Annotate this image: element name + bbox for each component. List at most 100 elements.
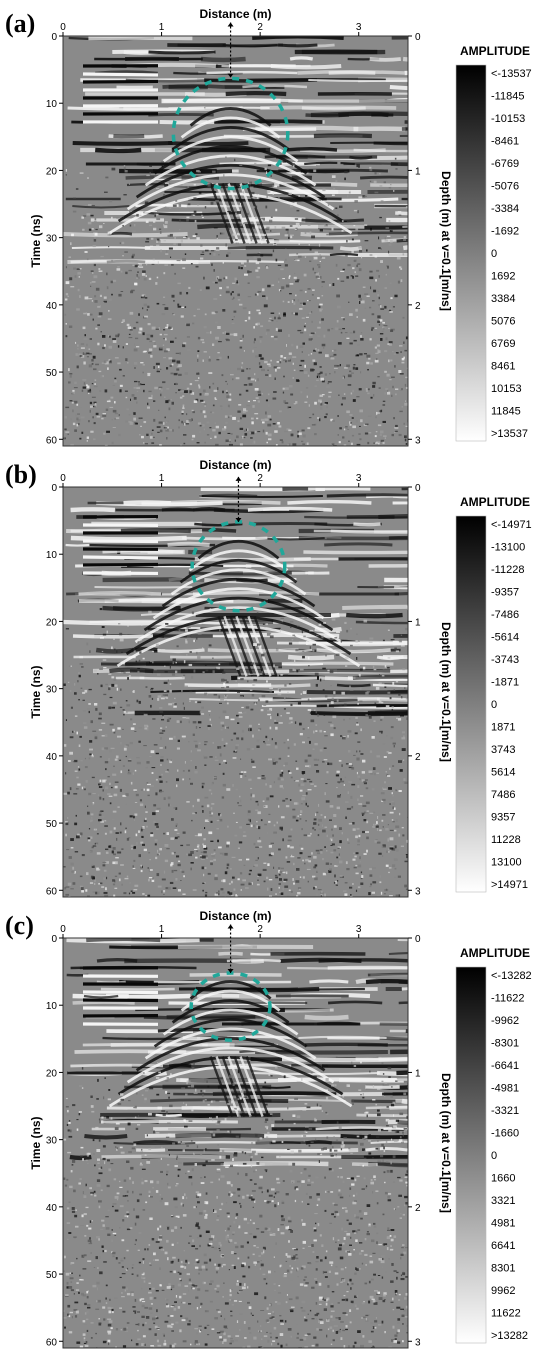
noise-speck	[274, 426, 277, 428]
noise-speck	[275, 876, 279, 879]
noise-speck	[223, 759, 227, 762]
noise-speck	[230, 718, 235, 721]
noise-speck	[157, 261, 159, 265]
noise-speck	[345, 665, 348, 667]
noise-speck	[289, 1264, 291, 1267]
reflection-band	[207, 648, 299, 653]
noise-speck	[403, 356, 405, 359]
noise-speck	[146, 782, 149, 784]
noise-speck	[405, 399, 408, 401]
noise-speck	[308, 314, 310, 317]
noise-speck	[119, 1146, 123, 1149]
noise-speck	[76, 1128, 79, 1131]
noise-speck	[357, 1330, 361, 1333]
noise-speck	[387, 265, 389, 269]
noise-speck	[378, 1297, 383, 1300]
noise-speck	[280, 867, 284, 870]
noise-speck	[263, 805, 268, 808]
noise-speck	[220, 729, 223, 731]
noise-speck	[247, 182, 251, 185]
reflection-band	[314, 626, 342, 633]
noise-speck	[319, 1318, 323, 1321]
y-tick-label: 20	[46, 166, 58, 177]
noise-speck	[153, 227, 157, 231]
noise-speck	[390, 1169, 393, 1173]
colorbar-label: -1692	[491, 226, 519, 238]
noise-speck	[142, 826, 145, 829]
noise-speck	[104, 894, 109, 897]
noise-speck	[295, 401, 298, 404]
hyperbola-reflection	[152, 587, 325, 620]
noise-speck	[362, 195, 366, 198]
noise-speck	[152, 1187, 154, 1189]
noise-speck	[319, 729, 323, 733]
noise-speck	[82, 326, 86, 330]
noise-speck	[171, 818, 174, 821]
noise-speck	[347, 838, 349, 841]
noise-speck	[163, 690, 167, 692]
noise-speck	[113, 793, 118, 797]
noise-speck	[360, 753, 364, 755]
noise-speck	[235, 239, 238, 241]
noise-speck	[155, 188, 160, 189]
noise-speck	[144, 724, 148, 727]
noise-speck	[213, 297, 218, 300]
noise-speck	[147, 305, 150, 308]
noise-speck	[245, 213, 249, 215]
noise-speck	[337, 856, 341, 859]
noise-speck	[241, 262, 244, 265]
noise-speck	[400, 267, 403, 270]
noise-speck	[382, 420, 386, 423]
noise-speck	[171, 294, 175, 298]
noise-speck	[150, 834, 154, 837]
noise-speck	[359, 438, 362, 441]
noise-speck	[274, 316, 276, 320]
noise-speck	[280, 1323, 284, 1325]
reflection-band	[387, 1119, 408, 1125]
noise-speck	[178, 1161, 182, 1165]
noise-speck	[349, 370, 352, 373]
noise-speck	[136, 213, 139, 217]
noise-speck	[226, 686, 230, 688]
noise-speck	[213, 849, 216, 852]
noise-speck	[107, 1339, 111, 1343]
noise-speck	[365, 1320, 369, 1322]
noise-speck	[302, 728, 305, 730]
noise-speck	[324, 225, 328, 227]
noise-speck	[74, 381, 77, 385]
noise-speck	[141, 1287, 143, 1290]
noise-speck	[250, 378, 255, 381]
noise-speck	[253, 679, 258, 682]
noise-speck	[123, 165, 126, 167]
noise-speck	[333, 349, 337, 352]
noise-speck	[402, 834, 405, 837]
noise-speck	[210, 331, 212, 334]
noise-speck	[283, 741, 286, 744]
noise-speck	[282, 1274, 287, 1278]
noise-speck	[332, 647, 335, 650]
noise-speck	[266, 195, 268, 198]
noise-speck	[243, 384, 248, 386]
noise-speck	[94, 404, 97, 407]
noise-speck	[329, 1222, 332, 1224]
noise-speck	[142, 1335, 146, 1338]
noise-speck	[202, 882, 205, 884]
noise-speck	[263, 862, 267, 864]
reflection-band	[160, 499, 281, 505]
noise-speck	[160, 368, 162, 370]
noise-speck	[382, 1159, 384, 1163]
noise-speck	[263, 304, 268, 308]
noise-speck	[107, 367, 109, 370]
noise-speck	[134, 813, 138, 816]
noise-speck	[97, 324, 100, 326]
noise-speck	[124, 251, 128, 253]
noise-speck	[182, 404, 185, 407]
noise-speck	[216, 828, 219, 830]
noise-speck	[185, 719, 190, 721]
noise-speck	[129, 881, 131, 884]
noise-speck	[68, 1135, 73, 1138]
noise-speck	[232, 876, 235, 879]
noise-speck	[364, 293, 369, 295]
noise-speck	[174, 829, 178, 831]
noise-speck	[183, 674, 186, 676]
